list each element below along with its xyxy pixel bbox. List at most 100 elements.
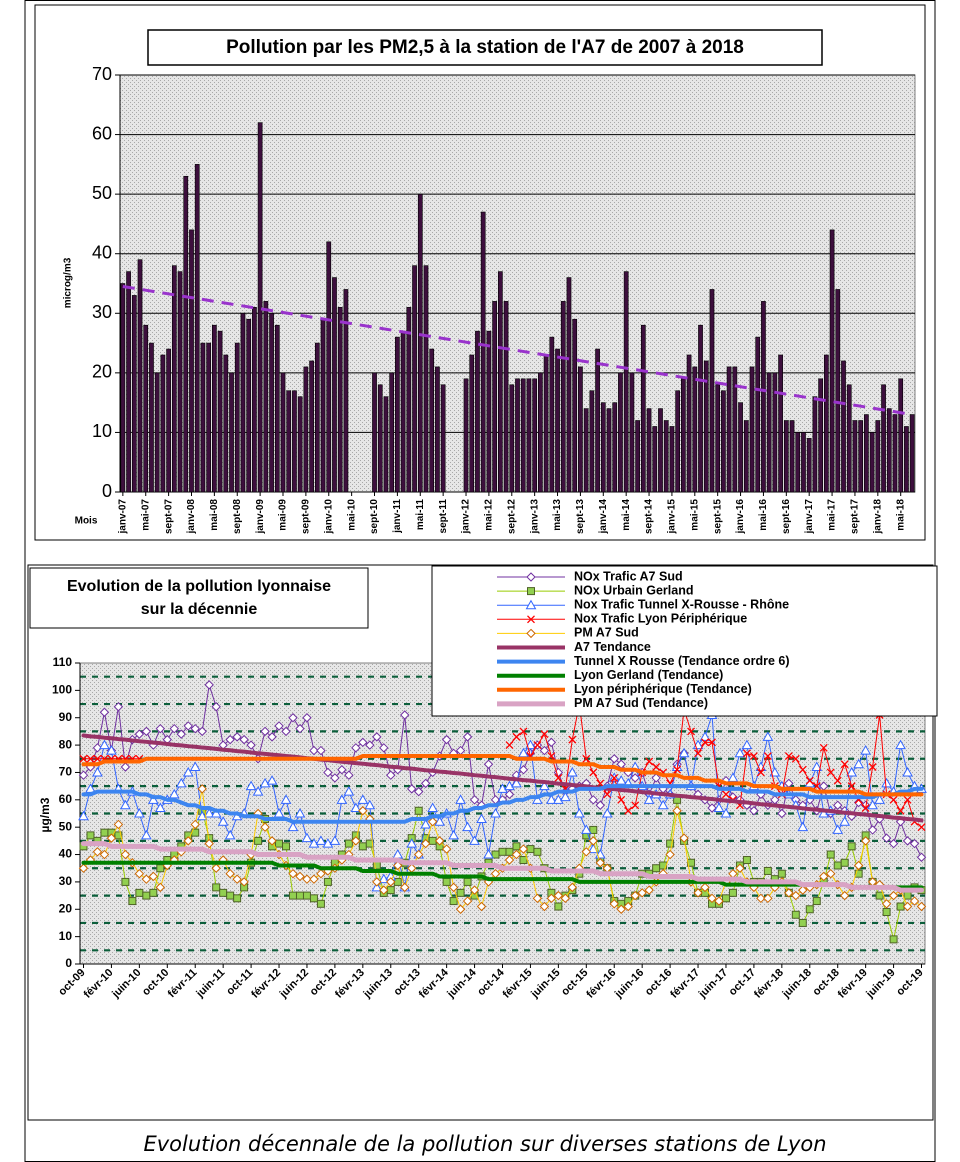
marker	[624, 806, 633, 815]
bar	[503, 301, 509, 493]
marker	[735, 863, 745, 873]
bar	[160, 354, 166, 493]
marker	[609, 754, 619, 764]
marker	[617, 795, 626, 804]
bar	[623, 271, 629, 493]
marker	[337, 765, 347, 775]
marker	[259, 777, 271, 788]
x-tick-label: sept-14	[644, 499, 655, 534]
marker	[204, 838, 214, 849]
bar	[469, 354, 475, 493]
marker	[840, 760, 849, 769]
marker	[400, 882, 410, 893]
bar	[131, 295, 137, 493]
x-tick-label: janv-14	[598, 499, 609, 535]
marker	[175, 777, 187, 788]
marker	[232, 874, 242, 884]
x-tick-label: mai-07	[140, 499, 151, 531]
marker	[798, 918, 807, 927]
x-tick-label: sept-12	[506, 499, 517, 534]
bar	[595, 348, 600, 493]
marker	[916, 852, 927, 862]
marker	[183, 721, 193, 731]
marker	[734, 747, 746, 758]
bar	[400, 330, 406, 493]
bar	[372, 372, 377, 493]
marker	[156, 864, 165, 873]
marker	[652, 763, 661, 771]
marker	[554, 902, 563, 911]
marker	[141, 874, 152, 884]
bar	[206, 342, 212, 493]
bar	[303, 366, 309, 493]
marker	[275, 839, 284, 848]
marker	[254, 836, 263, 845]
marker	[212, 883, 221, 892]
marker	[225, 734, 235, 745]
x-tick-label: janv-10	[323, 499, 334, 535]
bar	[480, 211, 486, 493]
bar	[846, 384, 852, 493]
y-tick-label: 50	[59, 819, 73, 833]
bar	[663, 420, 669, 493]
marker	[917, 823, 926, 832]
marker	[441, 734, 452, 745]
marker	[687, 727, 696, 736]
bar	[183, 175, 189, 493]
x-tick-label: sept-16	[781, 499, 792, 534]
marker	[699, 731, 711, 741]
marker	[539, 745, 550, 756]
marker	[420, 818, 432, 829]
marker	[798, 765, 807, 774]
marker	[280, 794, 292, 804]
bar	[761, 301, 766, 493]
marker	[694, 749, 702, 758]
bar	[738, 402, 743, 493]
marker	[386, 770, 396, 780]
marker	[546, 893, 557, 904]
marker	[155, 882, 166, 893]
marker	[149, 888, 158, 897]
marker	[539, 901, 550, 912]
marker	[288, 713, 298, 723]
marker	[406, 838, 418, 848]
marker	[476, 813, 487, 823]
y-tick-label: 20	[59, 901, 73, 915]
y-tick-label: 30	[59, 874, 73, 888]
marker	[351, 743, 361, 753]
marker	[196, 810, 208, 821]
marker	[211, 702, 221, 712]
bar	[560, 301, 566, 493]
bar	[801, 432, 806, 493]
bar	[812, 396, 818, 493]
marker	[358, 806, 368, 816]
y-axis-label: µg/m3	[38, 797, 52, 832]
y-tick-label: 80	[59, 737, 73, 751]
marker	[302, 891, 311, 900]
marker	[309, 874, 319, 884]
bar	[726, 366, 732, 493]
marker	[713, 802, 725, 813]
bar	[835, 289, 841, 493]
marker	[371, 881, 383, 892]
bar	[703, 360, 709, 493]
marker	[282, 842, 291, 851]
marker	[197, 784, 207, 794]
marker	[239, 877, 249, 887]
marker	[840, 858, 849, 867]
bar	[515, 378, 520, 493]
marker	[833, 776, 842, 785]
bar	[234, 342, 240, 493]
marker	[135, 888, 144, 897]
bar	[635, 420, 640, 493]
marker	[455, 794, 466, 804]
marker	[784, 888, 794, 898]
marker	[442, 877, 451, 886]
marker	[427, 817, 438, 827]
marker	[553, 890, 564, 901]
marker	[673, 765, 682, 774]
marker	[512, 842, 521, 851]
marker	[588, 795, 598, 805]
marker	[700, 882, 710, 893]
marker	[295, 871, 305, 882]
